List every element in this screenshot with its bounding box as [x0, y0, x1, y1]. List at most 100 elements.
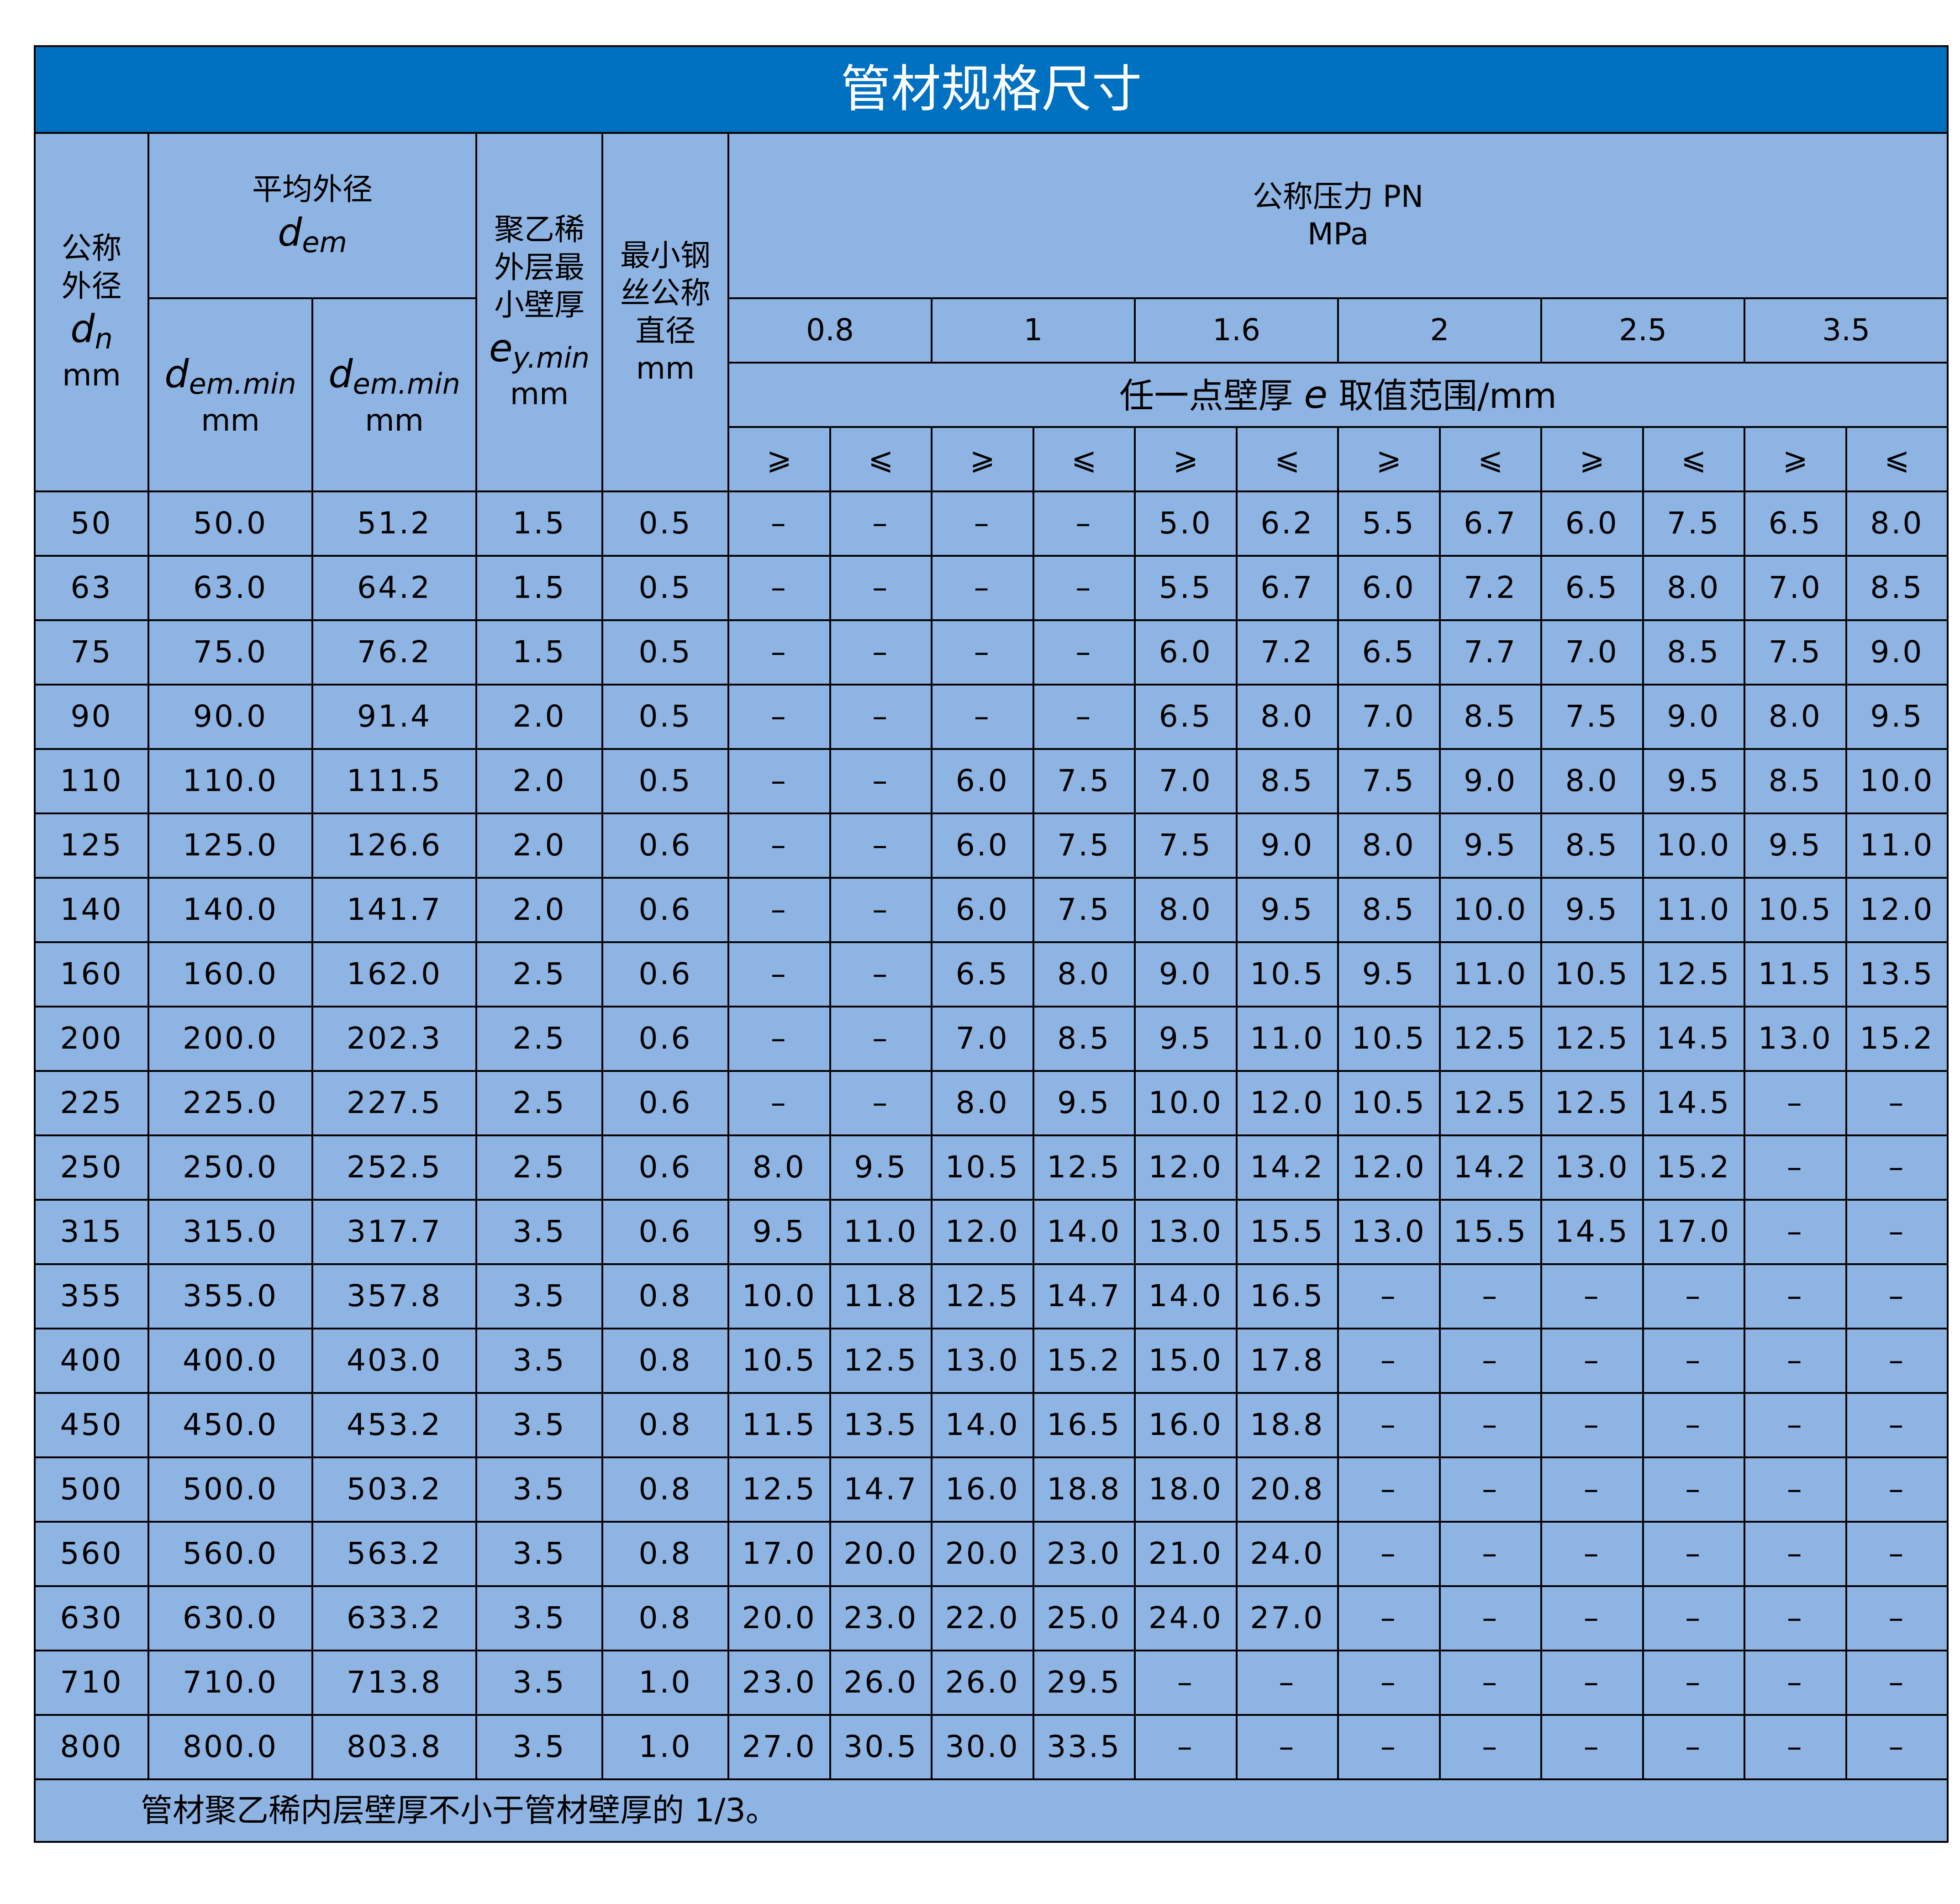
table-cell: 6.0 [1337, 555, 1441, 621]
table-cell: 500.0 [148, 1456, 313, 1523]
table-cell: 450 [34, 1392, 149, 1458]
table-cell: 3.5 [475, 1585, 603, 1651]
table-cell: 7.5 [1642, 491, 1745, 557]
table-cell: 11.8 [829, 1263, 933, 1329]
table-cell: 800.0 [148, 1714, 313, 1780]
table-cell: 23.0 [1032, 1521, 1136, 1587]
table-cell: 12.5 [1438, 1006, 1542, 1072]
table-cell: 9.5 [1235, 877, 1339, 943]
table-row: 110 110.0 111.5 2.0 0.5– –6.0 7.5 7.0 8.5 7.5 9.0 8… [34, 748, 1949, 814]
table-cell: 0.8 [601, 1585, 729, 1651]
table-cell: – [727, 748, 831, 814]
table-cell: 111.5 [311, 748, 477, 814]
table-cell: 7.7 [1438, 619, 1542, 686]
table-cell: – [1845, 1199, 1949, 1265]
table-cell: – [1438, 1521, 1542, 1587]
table-cell: – [1845, 1392, 1949, 1458]
table-cell: 2.0 [475, 812, 603, 879]
table-cell: 125 [34, 812, 149, 879]
table-cell: – [1744, 1199, 1847, 1265]
table-cell: 357.8 [311, 1263, 477, 1329]
table-cell: 7.0 [1744, 555, 1847, 621]
table-cell: – [1337, 1328, 1441, 1394]
table-cell: 1.5 [475, 491, 603, 557]
table-cell: – [1337, 1650, 1441, 1716]
subscript: y.min [512, 341, 590, 374]
table-cell: – [1032, 491, 1136, 557]
table-cell: 0.6 [601, 1134, 729, 1201]
table-cell: 11.0 [1845, 812, 1949, 879]
table-cell: 160.0 [148, 941, 313, 1007]
table-cell: 1.5 [475, 619, 603, 686]
table-cell: 8.0 [727, 1134, 831, 1201]
table-cell: – [829, 941, 933, 1007]
table-cell: 76.2 [311, 619, 477, 686]
table-cell: – [1337, 1521, 1441, 1587]
table-cell: 12.5 [1642, 941, 1745, 1007]
table-cell: – [1235, 1714, 1339, 1780]
table-cell: 13.0 [931, 1328, 1034, 1394]
table-cell: – [727, 491, 831, 557]
table-cell: 202.3 [311, 1006, 477, 1072]
table-cell: 8.0 [931, 1070, 1034, 1136]
table-cell: 5.0 [1134, 491, 1238, 557]
table-cell: – [1845, 1650, 1949, 1716]
table-cell: 63 [34, 555, 149, 621]
table-cell: – [829, 748, 933, 814]
table-cell: 7.2 [1235, 619, 1339, 686]
table-cell: – [931, 684, 1034, 750]
table-cell: 26.0 [931, 1650, 1034, 1716]
table-cell: 315 [34, 1199, 149, 1265]
table-cell: 0.8 [601, 1263, 729, 1329]
table-cell: – [1845, 1714, 1949, 1780]
table-cell: 30.5 [829, 1714, 933, 1780]
table-cell: – [1744, 1134, 1847, 1201]
table-cell: 6.7 [1235, 555, 1339, 621]
table-cell: – [1642, 1392, 1745, 1458]
table-cell: 713.8 [311, 1650, 477, 1716]
max-header: ⩽ [1438, 426, 1542, 492]
label: 外层最 [494, 249, 585, 285]
table-cell: – [1032, 555, 1136, 621]
table-cell: 6.7 [1438, 491, 1542, 557]
table-cell: 0.5 [601, 684, 729, 750]
table-cell: 0.6 [601, 941, 729, 1007]
table-cell: 6.5 [931, 941, 1034, 1007]
table-cell: 18.8 [1032, 1456, 1136, 1523]
table-cell: 14.2 [1438, 1134, 1542, 1201]
table-cell: 6.5 [1337, 619, 1441, 686]
table-cell: 7.5 [1337, 748, 1441, 814]
table-cell: – [1438, 1714, 1542, 1780]
table-cell: 7.0 [931, 1006, 1034, 1072]
table-cell: 27.0 [727, 1714, 831, 1780]
table-cell: 75.0 [148, 619, 313, 686]
table-cell: 8.0 [1744, 684, 1847, 750]
table-cell: 3.5 [475, 1521, 603, 1587]
table-cell: 23.0 [829, 1585, 933, 1651]
table-cell: – [829, 684, 933, 750]
table-cell: 33.5 [1032, 1714, 1136, 1780]
table-cell: 355.0 [148, 1263, 313, 1329]
table-cell: 16.0 [931, 1456, 1034, 1523]
table-cell: – [1540, 1263, 1644, 1329]
table-cell: 12.5 [1540, 1070, 1644, 1136]
table-cell: 800 [34, 1714, 149, 1780]
table-cell: 2.0 [475, 748, 603, 814]
table-row: 500 500.0 503.2 3.5 0.8 12.5 14.7 16.0 18.8 18.0 2… [34, 1456, 1949, 1523]
table-cell: 15.2 [1845, 1006, 1949, 1072]
table-cell: 6.5 [1744, 491, 1847, 557]
table-cell: – [1540, 1328, 1644, 1394]
min-header: ⩾ [1134, 426, 1238, 492]
table-cell: 0.6 [601, 1006, 729, 1072]
unit: MPa [1307, 216, 1369, 252]
table-cell: – [1845, 1585, 1949, 1651]
table-cell: 3.5 [475, 1456, 603, 1523]
unit: mm [201, 402, 260, 438]
table-cell: 252.5 [311, 1134, 477, 1201]
table-cell: 11.0 [1235, 1006, 1339, 1072]
table-cell: 1.0 [601, 1650, 729, 1716]
table-cell: 355 [34, 1263, 149, 1329]
table-cell: – [1845, 1263, 1949, 1329]
table-cell: 317.7 [311, 1199, 477, 1265]
table-cell: 9.5 [727, 1199, 831, 1265]
